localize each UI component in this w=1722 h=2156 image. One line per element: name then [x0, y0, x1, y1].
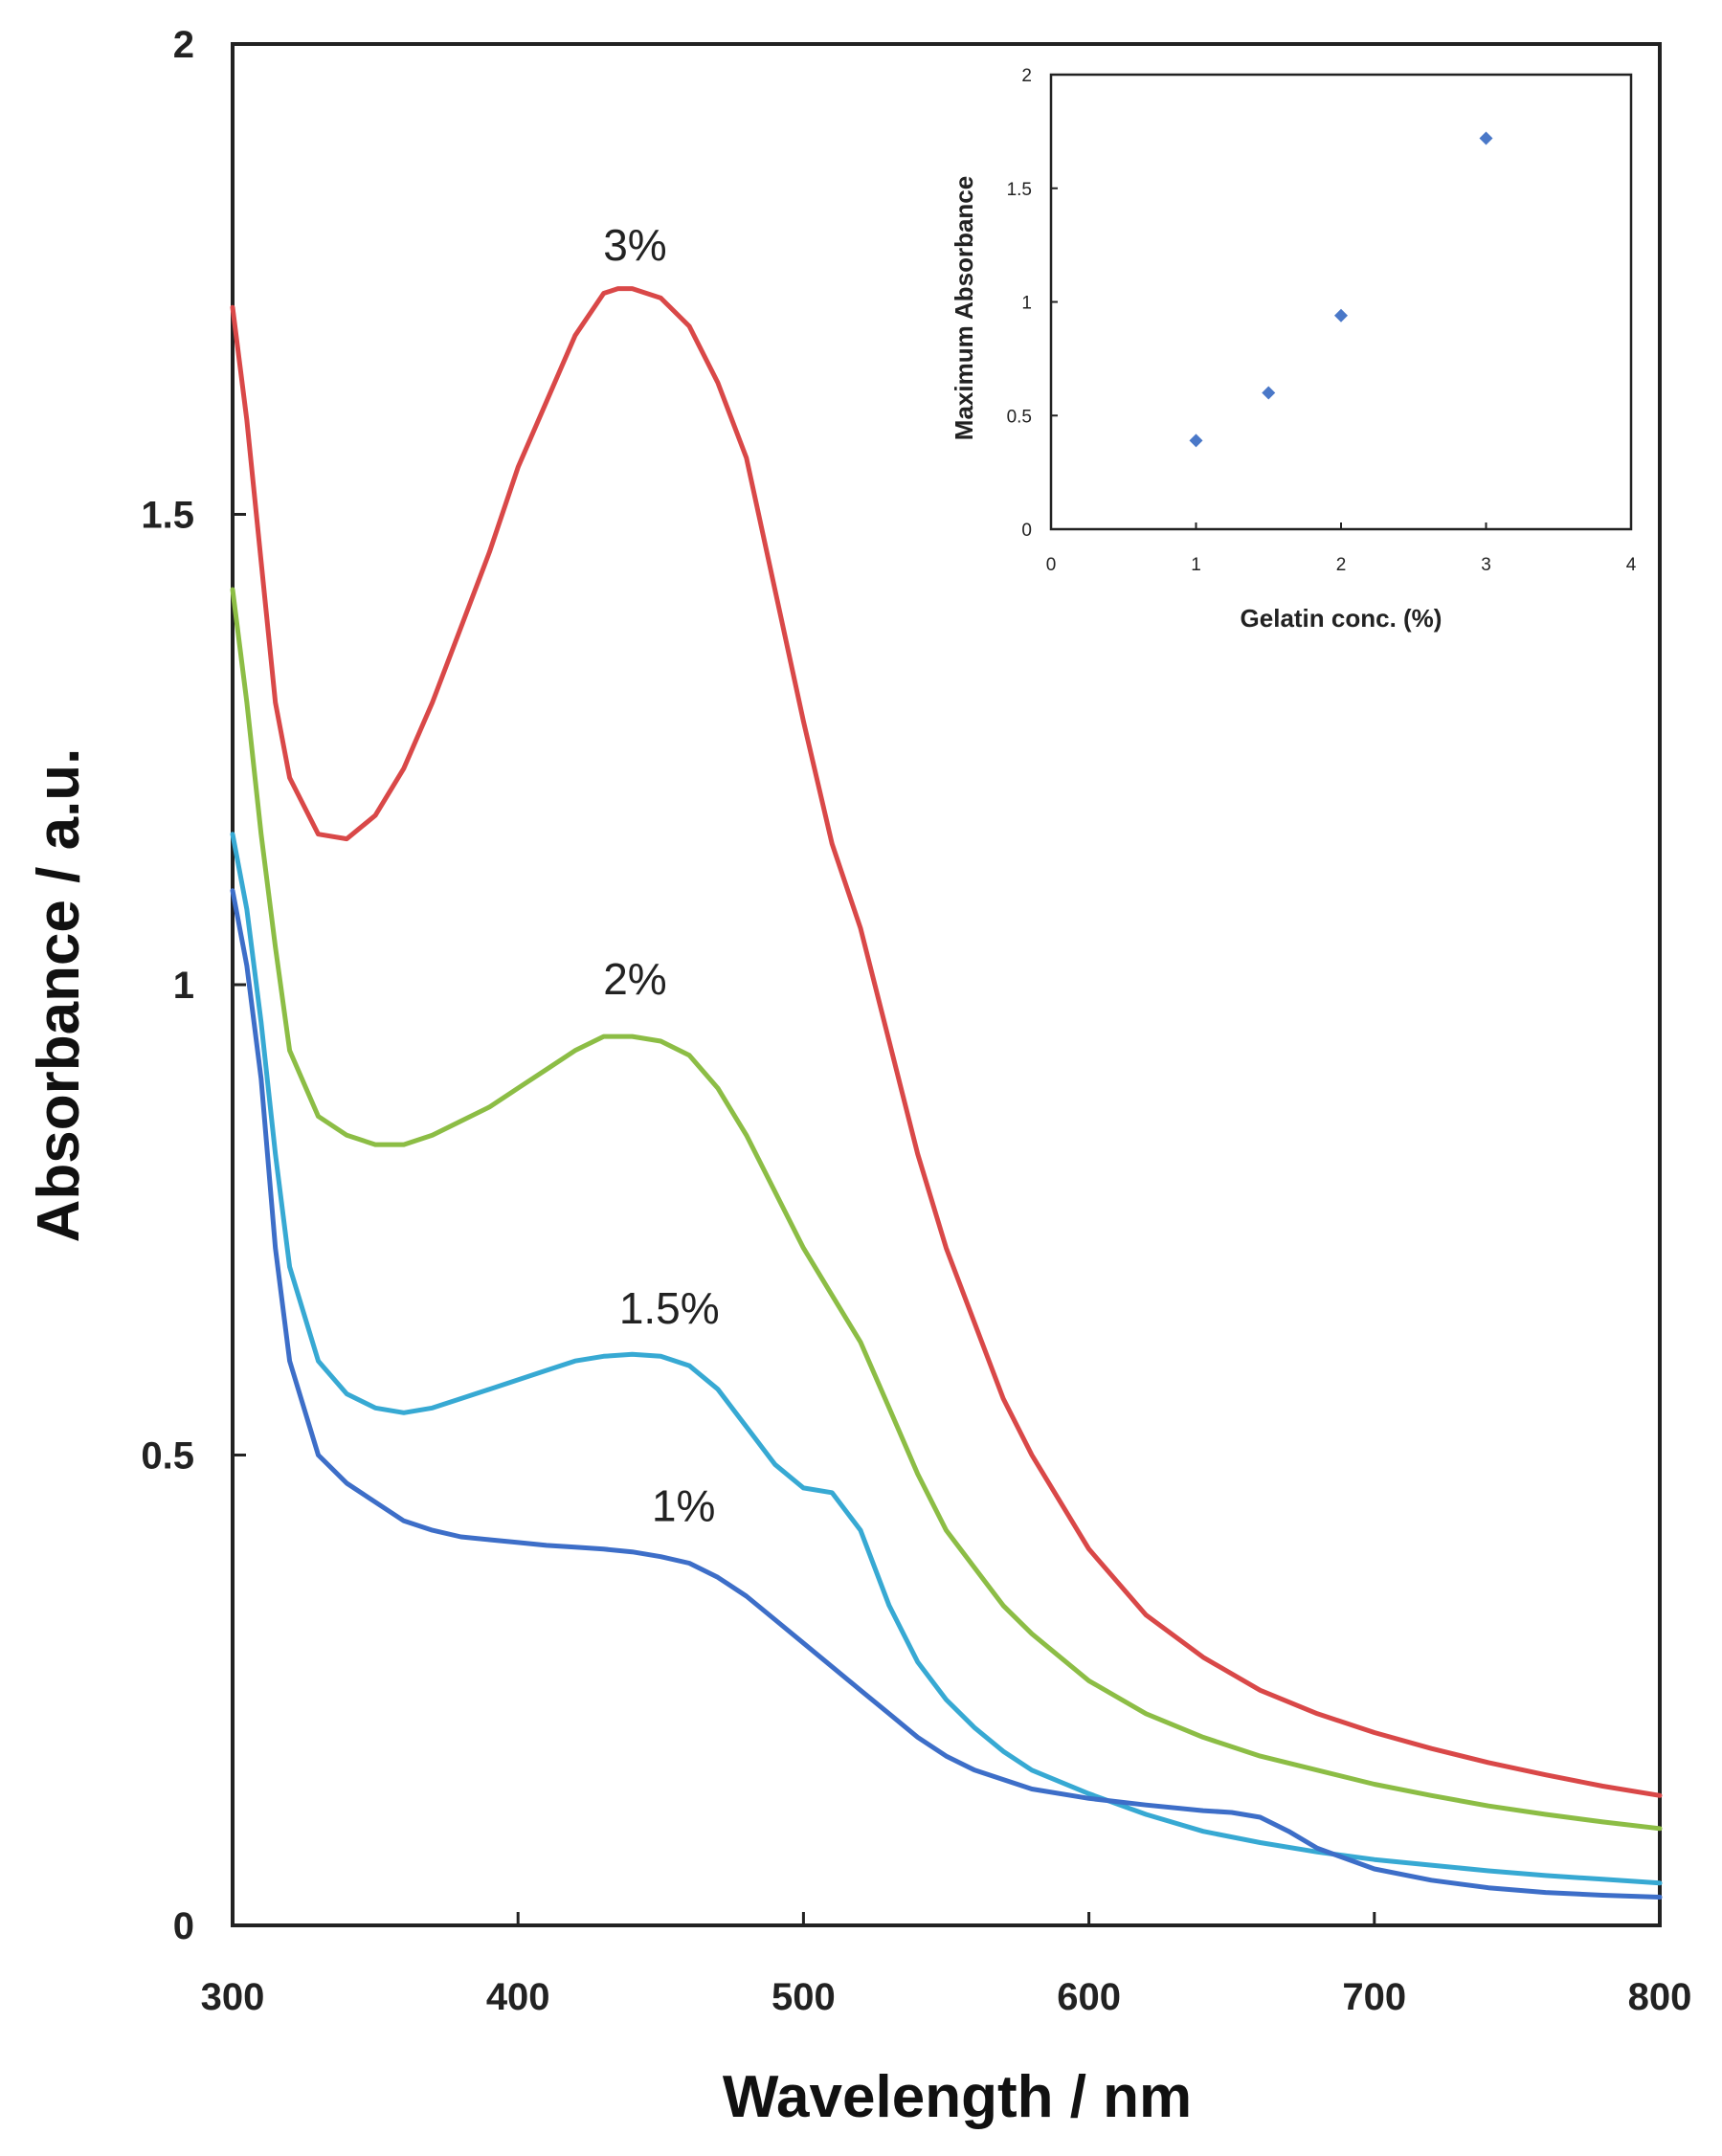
inset-y-tick-label: 0.5	[1007, 407, 1032, 427]
inset-x-axis-title: Gelatin conc. (%)	[1241, 604, 1442, 633]
main-x-tick-label: 800	[1628, 1976, 1692, 2018]
main-y-tick-label: 1	[173, 965, 194, 1007]
inset-plot-frame	[1049, 73, 1633, 531]
main-series-group	[230, 286, 1663, 1900]
inset-data-point	[1262, 386, 1276, 400]
main-y-tick-label: 1.5	[141, 495, 194, 537]
main-x-tick-label: 500	[772, 1976, 836, 2018]
inset-series-group	[1189, 131, 1493, 448]
main-x-tick-label: 400	[486, 1976, 550, 2018]
main-curve-labels: 3% 2% 1.5% 1%	[603, 220, 719, 1530]
inset-y-tick-label: 0	[1021, 521, 1032, 541]
series-label-1-5pct: 1.5%	[619, 1283, 720, 1333]
series-line-1pct	[230, 888, 1663, 1900]
inset-x-tick-label: 4	[1626, 555, 1637, 575]
inset-y-tick-label: 2	[1021, 66, 1032, 86]
main-x-tick-label: 300	[201, 1976, 265, 2018]
main-y-axis-title: Absorbance / a.u.	[26, 748, 92, 1243]
main-y-tick-label: 0.5	[141, 1435, 194, 1478]
main-y-tick-label: 0	[173, 1905, 194, 1947]
main-x-tick-label: 700	[1342, 1976, 1406, 2018]
inset-data-point	[1334, 308, 1348, 322]
inset-x-tick-label: 3	[1481, 555, 1491, 575]
inset-x-tick-label: 2	[1336, 555, 1347, 575]
inset-y-tick-label: 1.5	[1007, 180, 1032, 200]
inset-x-tick-label: 1	[1191, 555, 1201, 575]
main-y-axis: 0 0.5 1 1.5 2	[141, 24, 246, 1947]
inset-x-tick-label: 0	[1046, 555, 1057, 575]
series-label-2pct: 2%	[603, 954, 666, 1004]
inset-y-axis-title: Maximum Absorbance	[950, 176, 978, 440]
inset-x-axis: 0 1 2 3 4	[1046, 522, 1637, 575]
main-y-tick-label: 2	[173, 24, 194, 66]
main-x-tick-label: 600	[1057, 1976, 1121, 2018]
inset-chart: 0 0.5 1 1.5 2 0 1 2 3 4 Gelatin conc. (%) Maximu…	[950, 66, 1637, 633]
inset-y-tick-label: 1	[1021, 294, 1032, 314]
main-x-axis: 300 400 500 600 700 800	[201, 1912, 1692, 2018]
series-label-1pct: 1%	[652, 1480, 715, 1530]
inset-y-axis: 0 0.5 1 1.5 2	[1007, 66, 1058, 541]
main-x-axis-title: Wavelength / nm	[723, 2064, 1192, 2130]
series-label-3pct: 3%	[603, 220, 666, 270]
series-line-1-5pct	[230, 832, 1663, 1886]
inset-data-point	[1189, 433, 1203, 448]
series-line-3pct	[230, 286, 1663, 1798]
inset-data-point	[1479, 131, 1493, 145]
main-chart: 00.511.52 300 400 500 600 700 800 3%2%1.5%1% …	[26, 24, 1691, 2130]
series-line-2pct	[230, 587, 1663, 1832]
